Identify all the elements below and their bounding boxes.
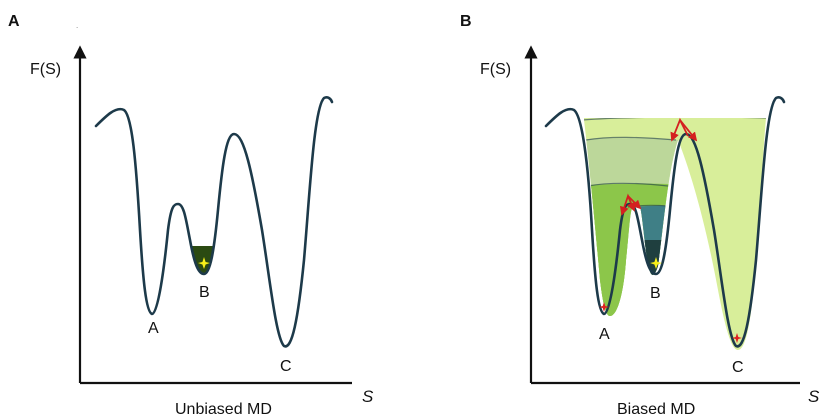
panel-a-well-label-a: A [148,320,159,337]
panel-b-y-axis-label: F(S) [480,61,511,78]
panel-b-caption: Biased MD [617,401,695,416]
panel-b-x-axis-label: S [808,387,820,406]
dot-mark: . [76,21,78,30]
panel-b: B F(S) S Biased MD [460,13,820,416]
barrier-crossing-arrows-ab [620,193,642,216]
panel-a-well-label-b: B [199,284,210,301]
panel-a-y-axis-label: F(S) [30,61,61,78]
panel-a: A . F(S) S Unbiased MD A B C [8,13,374,416]
well-b-population [192,246,213,274]
barrier-crossing-arrows-bc [670,117,698,142]
panel-a-x-axis-label: S [362,387,374,406]
bias-layer-teal [633,205,670,350]
panel-a-caption: Unbiased MD [175,401,272,416]
walker-marker-c-icon [732,333,742,343]
panel-b-well-label-a: A [599,326,610,343]
panel-a-letter: A [8,13,20,30]
panel-a-well-label-c: C [280,358,292,375]
bias-layer-green-a [584,186,633,350]
walker-marker-b-icon [650,257,662,269]
panel-a-energy-curve [94,96,334,348]
panel-b-well-label-b: B [650,285,661,302]
walker-marker-a-icon [599,302,609,312]
panel-b-energy-curve [544,96,786,348]
panel-b-letter: B [460,13,472,30]
walker-marker-icon [198,257,210,269]
panel-b-well-label-c: C [732,359,744,376]
